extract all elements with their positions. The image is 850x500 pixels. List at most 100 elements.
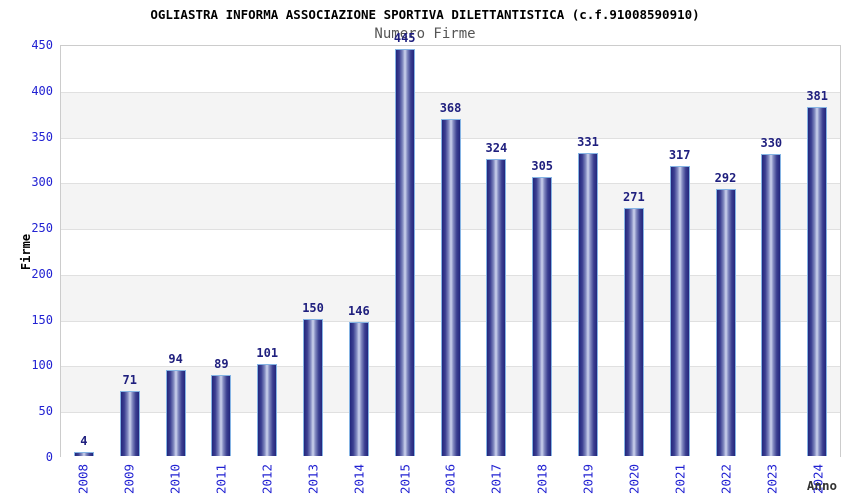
bar-value-label: 146: [348, 304, 370, 319]
bar-column-2013: 150: [290, 46, 336, 456]
bar-value-label: 89: [214, 356, 229, 371]
bar-value-label: 330: [760, 135, 783, 150]
x-axis-title: Anno: [806, 478, 837, 493]
x-cell: 2011: [198, 459, 244, 499]
bar-column-2012: 101: [244, 46, 290, 456]
y-axis-title: Firme: [19, 233, 33, 271]
bar-column-2021: 317: [657, 46, 703, 456]
x-tick-label: 2012: [259, 463, 275, 495]
bar-2013: [303, 318, 324, 456]
y-tick-label: 50: [38, 404, 53, 419]
y-tick-label: 0: [45, 450, 53, 464]
chart-subtitle: Numero Firme: [374, 26, 476, 42]
bar-column-2016: 368: [428, 46, 474, 456]
bar-value-label: 101: [256, 345, 279, 360]
bar-2023: [761, 153, 782, 456]
bar-column-2015: 445: [382, 31, 428, 456]
bar-value-label: 94: [168, 351, 183, 366]
x-cell: 2014: [336, 459, 382, 499]
bar-value-label: 381: [806, 89, 828, 104]
bar-2014: [348, 322, 369, 456]
x-tick-label: 2008: [75, 463, 91, 495]
x-tick-label: 2017: [488, 463, 504, 495]
y-tick-label: 200: [31, 266, 53, 281]
x-cell: 2021: [657, 459, 703, 499]
x-axis-tick-labels: 2008 2009 2010 2011 2012 2013 2014 2015 2016 2017…: [60, 459, 841, 499]
bars-row: 4 71 94 89 101 150 146 445 368 324 305 331 271 317 292…: [61, 31, 840, 456]
x-cell: 2013: [290, 459, 336, 499]
x-cell: 2016: [428, 459, 474, 499]
y-tick-label: 150: [31, 312, 53, 327]
x-tick-label: 2015: [397, 463, 413, 495]
bar-column-2017: 324: [473, 46, 519, 456]
x-cell: 2020: [611, 459, 657, 499]
x-tick-label: 2009: [121, 463, 137, 495]
bar-column-2018: 305: [519, 46, 565, 456]
bar-2015: [394, 48, 415, 456]
bar-value-label: 324: [485, 141, 508, 156]
bar-2012: [257, 363, 278, 456]
bar-column-2023: 330: [748, 46, 794, 456]
bar-2018: [532, 176, 553, 456]
bar-2008: [73, 452, 94, 456]
x-tick-label: 2018: [534, 463, 550, 495]
bar-value-label: 4: [80, 434, 88, 449]
bar-value-label: 271: [623, 189, 645, 204]
x-tick-label: 2010: [167, 463, 183, 495]
x-cell: 2010: [152, 459, 198, 499]
x-tick-label: 2021: [672, 463, 688, 495]
bar-column-2019: 331: [565, 46, 611, 456]
x-cell: 2008: [60, 459, 106, 499]
x-tick-label: 2013: [305, 463, 321, 495]
bar-2019: [578, 152, 599, 456]
bar-value-label: 317: [668, 147, 691, 162]
y-tick-label: 450: [31, 38, 53, 52]
bar-column-2020: 271: [611, 46, 657, 456]
bar-2022: [715, 188, 736, 456]
x-cell: 2023: [749, 459, 795, 499]
bar-value-label: 305: [531, 158, 554, 173]
x-cell: 2009: [106, 459, 152, 499]
bar-column-2022: 292: [703, 46, 749, 456]
bar-column-2011: 89: [198, 46, 244, 456]
bar-2024: [807, 107, 828, 456]
bar-2011: [211, 374, 232, 456]
x-tick-label: 2020: [626, 463, 642, 495]
y-tick-label: 300: [31, 175, 53, 190]
x-cell: 2022: [703, 459, 749, 499]
y-tick-label: 100: [31, 358, 53, 373]
bar-column-2008: 4: [61, 46, 107, 456]
x-tick-label: 2011: [213, 463, 229, 495]
x-tick-label: 2016: [442, 463, 458, 495]
bar-value-label: 368: [439, 101, 462, 116]
y-tick-label: 350: [31, 129, 53, 144]
x-cell: 2012: [244, 459, 290, 499]
bar-2017: [486, 159, 507, 456]
x-cell: 2017: [473, 459, 519, 499]
bar-value-label: 150: [302, 300, 324, 315]
bar-2010: [165, 369, 186, 456]
x-cell: 2018: [519, 459, 565, 499]
bar-column-2024: 381: [794, 46, 840, 456]
bar-2021: [669, 165, 690, 456]
bar-value-label: 71: [122, 373, 137, 387]
y-tick-label: 250: [31, 221, 53, 236]
x-tick-label: 2022: [718, 463, 734, 495]
x-cell: 2015: [382, 459, 428, 499]
bar-2020: [623, 207, 644, 456]
x-tick-label: 2014: [351, 463, 367, 495]
bar-2016: [440, 119, 461, 456]
bar-column-2009: 71: [107, 46, 153, 456]
x-cell: 2019: [565, 459, 611, 499]
y-tick-label: 400: [31, 83, 53, 98]
x-tick-label: 2019: [580, 463, 596, 495]
bar-2009: [119, 391, 140, 456]
x-tick-label: 2023: [764, 463, 780, 495]
grid-band: [61, 46, 840, 92]
plot-area: 4 71 94 89 101 150 146 445 368 324 305 331 271 317 292…: [60, 31, 841, 458]
bar-value-label: 331: [577, 134, 599, 149]
bar-column-2014: 146: [336, 46, 382, 456]
bar-value-label: 445: [393, 30, 416, 45]
bar-value-label: 292: [714, 170, 737, 185]
